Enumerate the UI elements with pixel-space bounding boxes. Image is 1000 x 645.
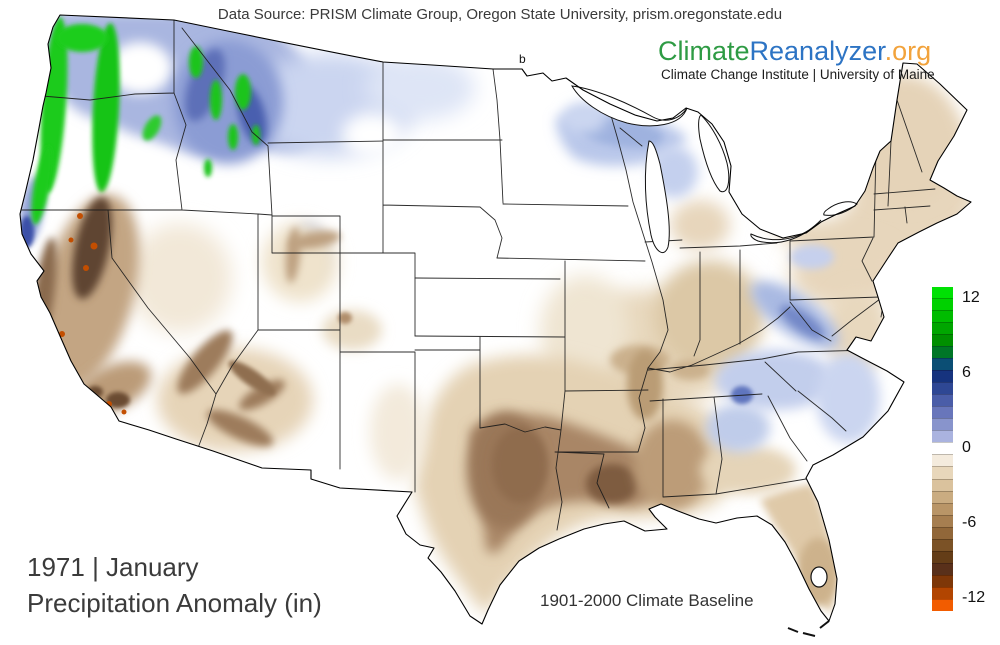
- colorbar-step: [932, 370, 953, 383]
- colorbar-step: [932, 310, 953, 323]
- colorbar-step: [932, 514, 953, 527]
- region-east-montana-white: [342, 113, 402, 157]
- colorbar-step: [932, 466, 953, 479]
- florida-keys: [787, 620, 830, 637]
- region-ne-minnesota-blue: [562, 102, 606, 134]
- colorbar-step: [932, 346, 953, 359]
- baseline-note: 1901-2000 Climate Baseline: [540, 591, 754, 610]
- region-ohio-valley-tan: [655, 260, 765, 370]
- logo-part-climate: Climate: [658, 36, 750, 66]
- region-east-nm-tan: [370, 384, 426, 480]
- colorbar-step: [932, 562, 953, 575]
- region-south-georgia-tan: [700, 446, 796, 494]
- region-idaho-green-3: [235, 74, 251, 110]
- logo-part-reanalyzer: Reanalyzer: [749, 36, 885, 66]
- colorbar-tick-neg6: -6: [962, 514, 977, 531]
- region-georgia-blue: [706, 404, 770, 452]
- region-idaho-blue-streak: [185, 48, 225, 122]
- colorbar-step: [932, 574, 953, 587]
- region-coastal-green-south: [31, 145, 53, 225]
- colorbar-step: [932, 586, 953, 599]
- colorbar-step: [932, 454, 953, 467]
- region-san-juan-brown: [338, 312, 352, 324]
- colorbar-step: [932, 598, 953, 611]
- colorbar-step: [932, 538, 953, 551]
- colorbar-step: [932, 394, 953, 407]
- region-idaho-green-5: [204, 159, 212, 177]
- colorbar-step: [932, 406, 953, 419]
- anomaly-colorbar: [932, 287, 953, 611]
- region-vt-blue-fleck: [841, 154, 865, 170]
- region-cascades-green-strip: [92, 23, 120, 193]
- region-columbia-basin-white: [108, 42, 172, 94]
- lake-erie: [750, 219, 822, 244]
- data-source-attribution: Data Source: PRISM Climate Group, Oregon…: [217, 6, 783, 23]
- colorbar-tick-12: 12: [962, 289, 980, 306]
- region-texas-brown-core: [492, 427, 548, 503]
- logo-part-org: .org: [884, 36, 932, 66]
- region-carolina-coast-blue: [816, 353, 880, 443]
- region-arizona-brown-vein-1: [177, 330, 233, 394]
- colorbar-step: [932, 358, 953, 371]
- climate-reanalyzer-logo: ClimateReanalyzer.org: [658, 36, 931, 67]
- map-title: 1971 | January Precipitation Anomaly (in…: [27, 549, 322, 621]
- great-lakes: [571, 85, 858, 254]
- region-pa-blue-patch: [790, 245, 834, 269]
- colorbar-step: [932, 526, 953, 539]
- colorbar-step: [932, 478, 953, 491]
- colorbar-step: [932, 322, 953, 335]
- map-title-date: 1971 | January: [27, 552, 199, 582]
- region-ms-al-brown: [634, 420, 710, 510]
- region-idaho-green-4: [228, 124, 238, 150]
- colorbar-step: [932, 490, 953, 503]
- region-missouri-tan: [540, 275, 630, 385]
- colorbar-step: [932, 287, 953, 299]
- region-louisiana-dark-brown: [586, 464, 638, 504]
- colorbar-step: [932, 418, 953, 431]
- region-sw-colorado-tan: [322, 310, 382, 350]
- region-idaho-green-1: [189, 46, 203, 78]
- lake-michigan: [644, 140, 670, 254]
- lake-huron: [698, 114, 730, 193]
- colorbar-tick-6: 6: [962, 364, 971, 381]
- colorbar-step: [932, 442, 953, 455]
- region-arizona-brown-vein-3: [239, 379, 285, 411]
- region-wasatch-brown-vein: [285, 227, 301, 283]
- lake-okeechobee: [810, 566, 828, 588]
- region-olympics-green: [56, 24, 108, 52]
- map-title-variable: Precipitation Anomaly (in): [27, 588, 322, 618]
- colorbar-step: [932, 298, 953, 311]
- region-se-oregon-white: [108, 147, 192, 203]
- colorbar-step: [932, 502, 953, 515]
- region-idaho-green-2: [210, 80, 222, 120]
- us-outline: [19, 14, 972, 625]
- institute-tagline: Climate Change Institute | University of…: [661, 67, 935, 82]
- region-mogollon-brown: [228, 360, 276, 396]
- region-arizona-brown-vein-2: [207, 409, 273, 447]
- region-west-tn-brown: [627, 350, 663, 420]
- colorbar-tick-0: 0: [962, 439, 971, 456]
- colorbar-step: [932, 334, 953, 347]
- state-borders-west: [21, 19, 503, 493]
- colorbar-step: [932, 430, 953, 443]
- colorbar-step: [932, 550, 953, 563]
- stray-map-label: b: [519, 52, 526, 66]
- colorbar-tick-neg12: -12: [962, 589, 986, 606]
- region-blue-mtns-green: [142, 115, 162, 141]
- state-borders-east: [647, 99, 936, 498]
- colorbar-step: [932, 382, 953, 395]
- region-socal-dark-spot-2: [87, 386, 103, 398]
- lake-ontario: [823, 201, 858, 216]
- region-se-michigan-tan: [670, 200, 730, 250]
- region-nevada-faint-tan: [128, 223, 232, 333]
- region-uinta-brown-vein: [289, 230, 341, 250]
- region-dakotas-faint-blue: [365, 56, 475, 120]
